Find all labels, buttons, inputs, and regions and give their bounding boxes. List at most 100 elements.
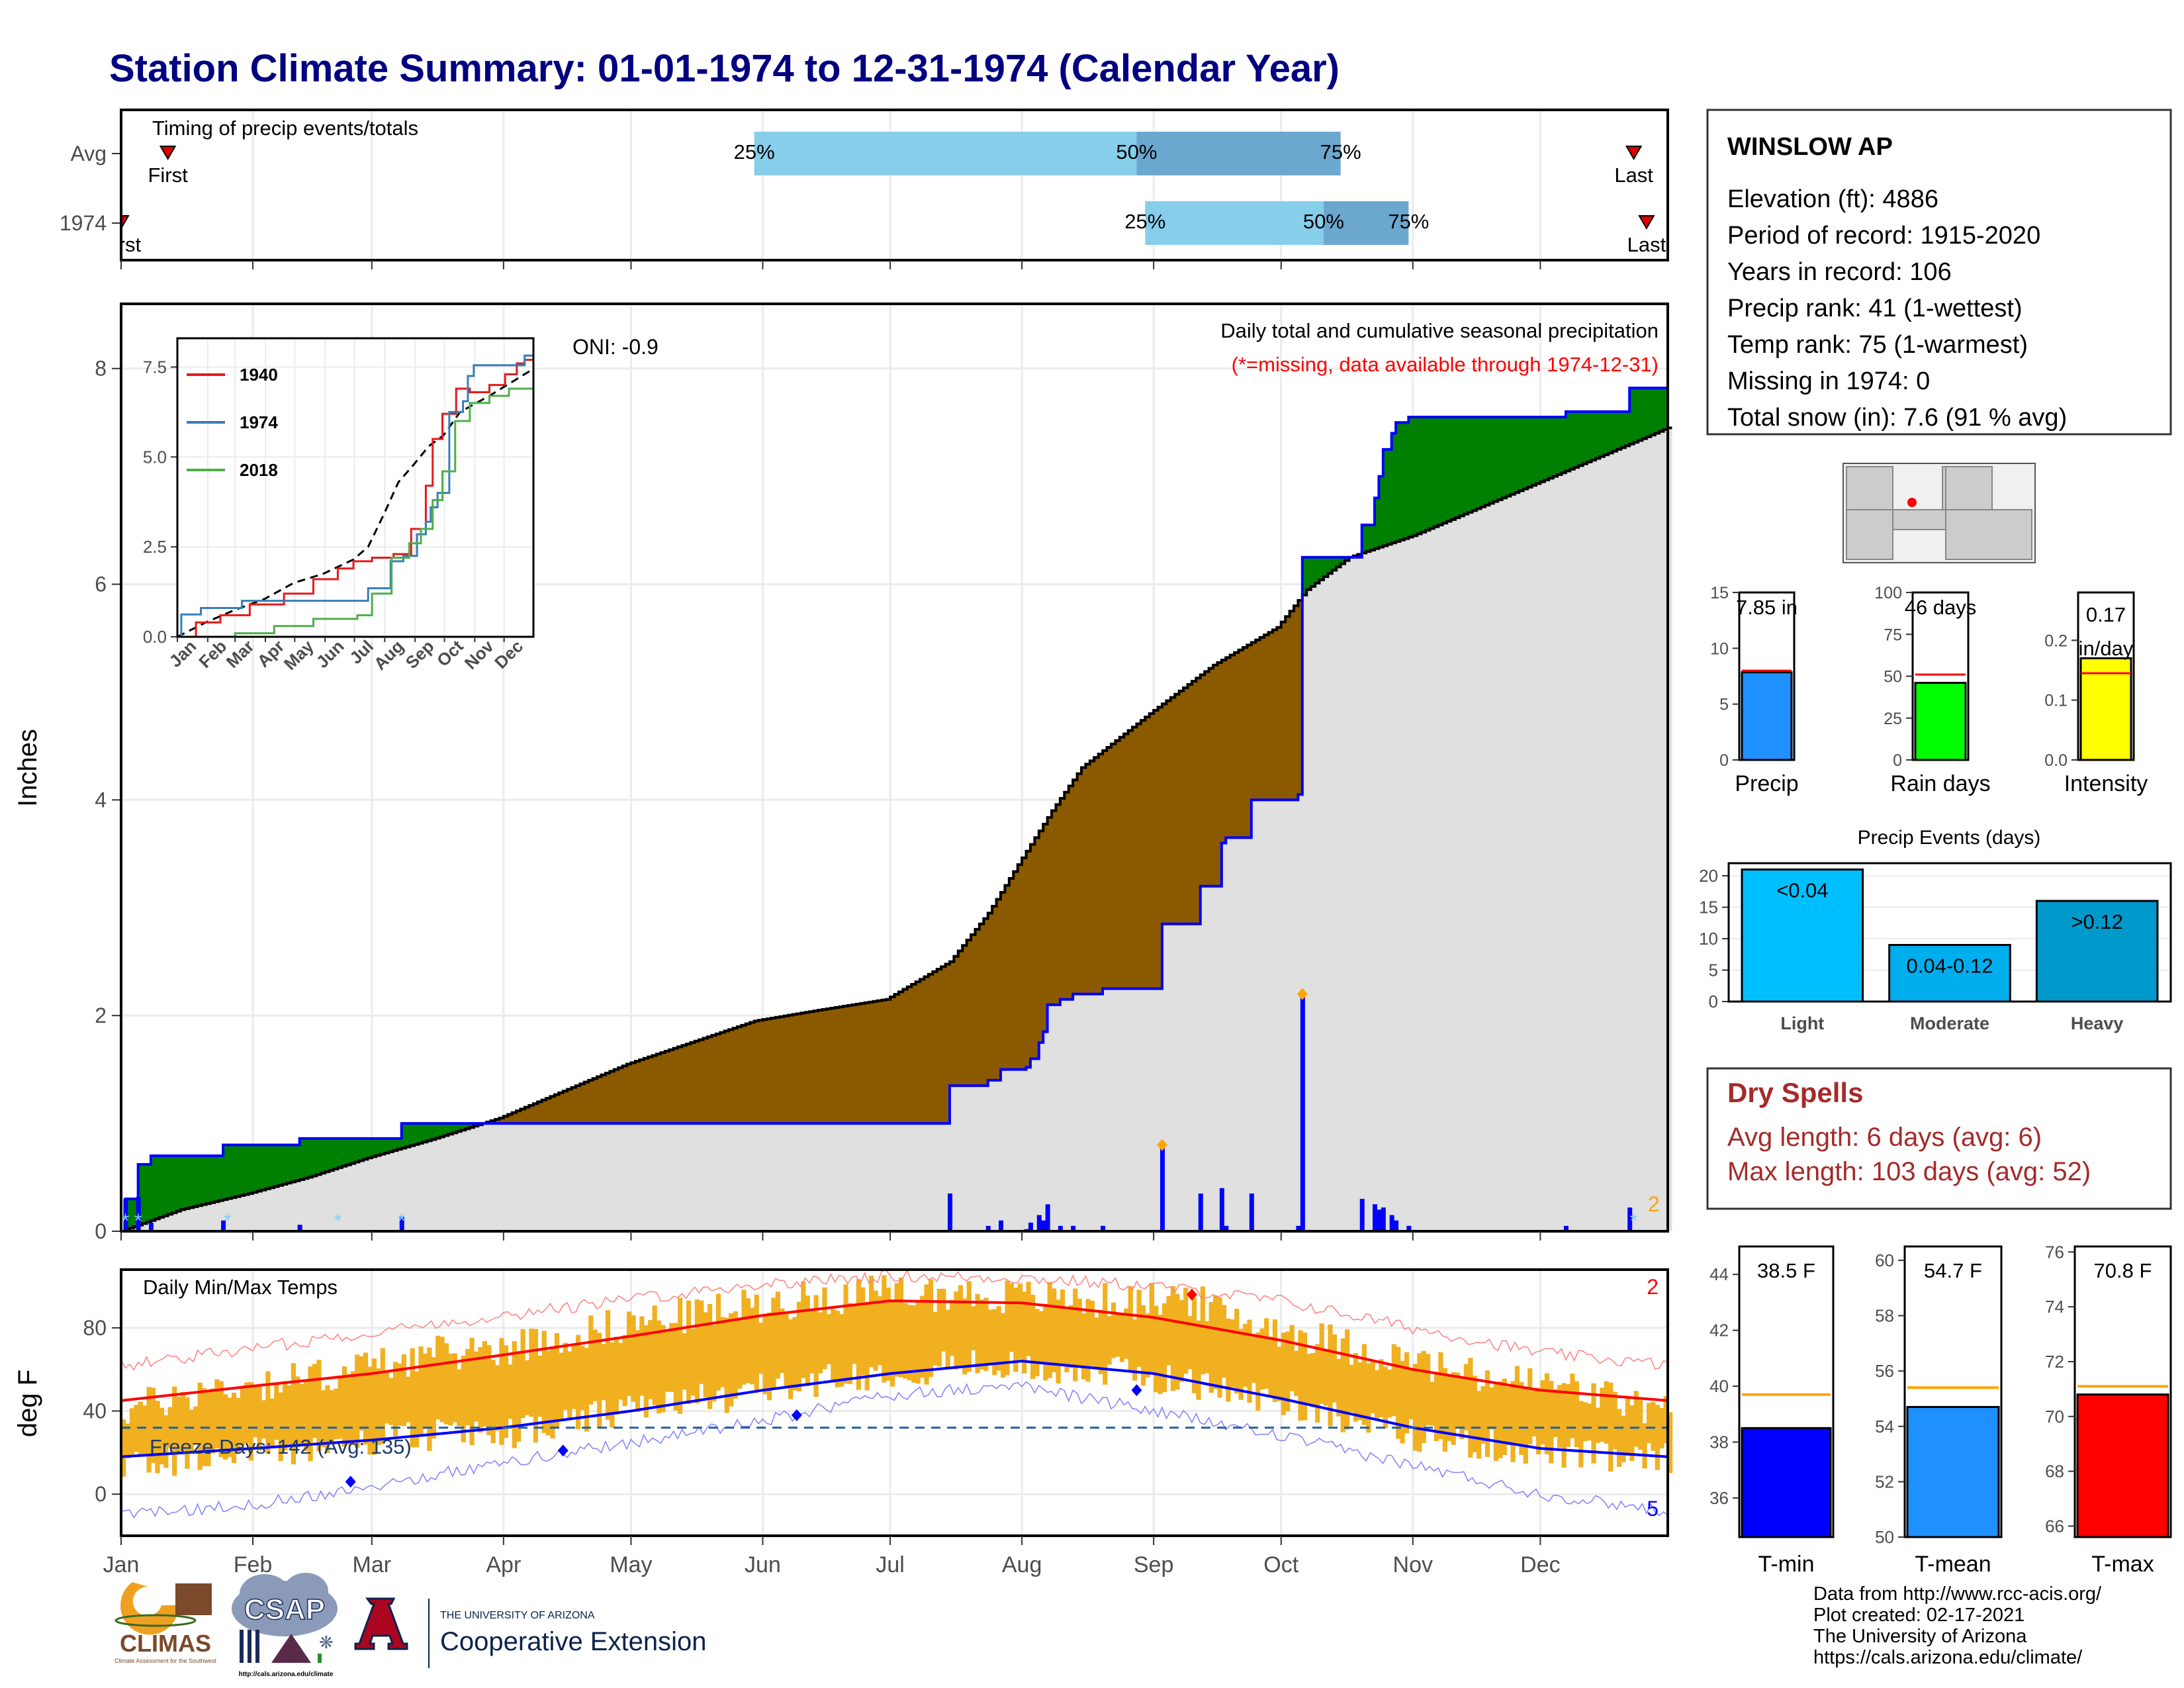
precip-diff-25	[223, 1145, 228, 1200]
timing-last-label-0: Last	[1614, 164, 1653, 187]
temps-day-bar-33	[257, 1386, 262, 1451]
mini-precip-tick-label-0-1: 5	[1719, 696, 1729, 714]
temps-day-bar-344	[1578, 1401, 1584, 1468]
precip-diff-358	[1638, 388, 1643, 441]
temps-day-bar-96	[524, 1360, 530, 1415]
precip-diff-207	[996, 899, 1001, 1080]
precip-rank-marker-0	[1156, 1139, 1167, 1151]
temps-day-bar-79	[452, 1353, 458, 1423]
temps-day-bar-167	[826, 1314, 831, 1364]
precip-diff-112	[592, 1078, 598, 1124]
precip-diff-364	[1663, 388, 1668, 430]
mini-temp-tick-label-0-2: 40	[1709, 1376, 1729, 1396]
temps-day-bar-94	[516, 1351, 522, 1442]
temps-day-bar-152	[762, 1314, 768, 1395]
temps-day-bar-31	[248, 1382, 253, 1461]
precip-snow-marker-3: *	[334, 1210, 342, 1232]
temps-day-bar-292	[1357, 1362, 1363, 1421]
precip-diff-200	[966, 940, 972, 1086]
precip-diff-76	[439, 1123, 445, 1137]
temps-record-lo-marker-1	[557, 1444, 569, 1457]
temps-day-bar-165	[817, 1312, 823, 1374]
precip-diff-52	[338, 1138, 343, 1168]
temps-day-bar-84	[473, 1351, 479, 1422]
precip-diff-130	[669, 1049, 674, 1124]
temps-day-bar-254	[1196, 1320, 1201, 1400]
temps-day-bar-261	[1226, 1319, 1231, 1402]
precip-diff-353	[1616, 411, 1621, 449]
mini-precip-border-0	[1738, 591, 1796, 761]
temps-day-bar-357	[1633, 1391, 1639, 1447]
temps-day-bar-312	[1442, 1368, 1447, 1452]
precip-diff-260	[1221, 660, 1226, 843]
temps-day-bar-322	[1484, 1370, 1490, 1457]
precip-diff-251	[1183, 687, 1189, 924]
temps-day-bar-252	[1187, 1316, 1193, 1370]
mini-temp-tick-label-2-2: 70	[2045, 1407, 2064, 1427]
precip-diff-81	[461, 1123, 466, 1131]
temps-day-bar-272	[1272, 1319, 1278, 1403]
temps-day-bar-189	[920, 1295, 925, 1378]
precip-diff-259	[1217, 662, 1222, 886]
temps-day-bar-273	[1277, 1346, 1282, 1401]
temps-day-bar-50	[329, 1389, 334, 1443]
temps-day-bar-116	[610, 1342, 615, 1428]
precip-diff-150	[754, 1021, 759, 1124]
timing-first-marker-0	[159, 146, 177, 160]
temps-day-bar-173	[852, 1304, 857, 1364]
temps-day-bar-153	[766, 1312, 772, 1401]
month-label-mar: Mar	[353, 1552, 392, 1577]
precip-diff-250	[1179, 690, 1184, 924]
precip-diff-148	[745, 1023, 751, 1124]
temps-day-bar-205	[987, 1309, 993, 1364]
precip-events-tick-label-2: 10	[1699, 929, 1718, 949]
temps-day-bar-80	[457, 1369, 462, 1427]
temps-day-bar-349	[1600, 1387, 1605, 1442]
temps-day-bar-247	[1166, 1295, 1171, 1366]
precip-diff-11	[163, 1155, 169, 1216]
temps-day-bar-255	[1200, 1286, 1205, 1375]
precip-snow-marker-1: *	[134, 1210, 142, 1232]
temps-day-bar-118	[618, 1342, 623, 1400]
mini-precip-value-2: 0.17	[2086, 603, 2126, 626]
precip-diff-36	[269, 1145, 275, 1188]
precip-diff-296	[1374, 498, 1380, 549]
precip-diff-270	[1264, 635, 1269, 800]
temps-day-bar-35	[265, 1371, 271, 1454]
precip-diff-134	[686, 1044, 691, 1124]
temps-day-bar-22	[210, 1388, 216, 1454]
temps-day-bar-19	[197, 1382, 203, 1470]
temps-day-bar-105	[563, 1342, 568, 1410]
temps-day-bar-361	[1651, 1402, 1656, 1451]
temps-day-bar-348	[1595, 1407, 1601, 1443]
inset-avg-dashed	[177, 367, 534, 638]
temps-day-bar-122	[635, 1330, 641, 1413]
precip-diff-101	[546, 1098, 551, 1124]
temps-day-bar-305	[1412, 1364, 1418, 1451]
temps-day-bar-58	[363, 1352, 369, 1445]
temps-day-bar-271	[1268, 1336, 1273, 1396]
precip-diff-210	[1009, 878, 1014, 1070]
temps-day-bar-215	[1030, 1294, 1036, 1380]
temps-day-bar-107	[571, 1345, 576, 1409]
temps-day-bar-328	[1510, 1381, 1516, 1462]
temps-day-bar-283	[1319, 1323, 1324, 1404]
precip-diff-357	[1633, 388, 1639, 443]
precip-diff-363	[1659, 388, 1664, 432]
precip-diff-196	[949, 961, 954, 1086]
station-info-line-2: Years in record: 106	[1727, 258, 1952, 286]
mini-temp-tick-label-2-3: 72	[2045, 1352, 2064, 1372]
temps-day-bar-239	[1132, 1319, 1138, 1381]
temps-day-bar-356	[1629, 1405, 1635, 1461]
temps-day-bar-219	[1047, 1282, 1052, 1378]
temps-day-bar-100	[541, 1331, 547, 1433]
precip-diff-111	[588, 1080, 594, 1124]
temps-day-bar-47	[316, 1360, 322, 1452]
credit-line-url: https://cals.arizona.edu/climate/	[1813, 1647, 2083, 1668]
precip-diff-82	[465, 1123, 471, 1129]
temps-day-bar-196	[949, 1299, 955, 1356]
temps-day-bar-36	[269, 1398, 275, 1446]
precip-diff-29	[240, 1145, 245, 1196]
temps-day-bar-197	[954, 1291, 959, 1370]
mini-temp-tick-label-2-1: 68	[2045, 1462, 2064, 1481]
